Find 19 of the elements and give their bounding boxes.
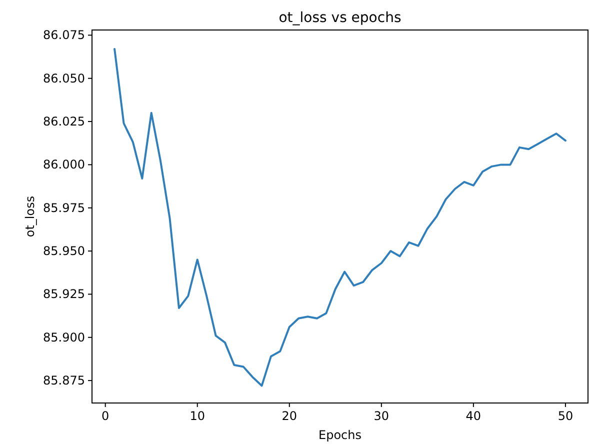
x-tick-label: 50 <box>558 409 574 423</box>
y-tick-label: 85.875 <box>43 374 85 388</box>
y-tick-label: 85.950 <box>43 244 85 258</box>
x-tick-label: 0 <box>102 409 110 423</box>
y-tick-label: 86.025 <box>43 114 85 129</box>
y-axis-title: ot_loss <box>23 196 37 238</box>
y-tick-label: 86.075 <box>43 28 85 42</box>
y-tick-label: 85.900 <box>43 330 85 344</box>
x-axis-title: Epochs <box>318 428 362 442</box>
chart-title: ot_loss vs epochs <box>278 10 402 26</box>
x-tick-label: 40 <box>466 409 482 423</box>
x-tick-label: 10 <box>190 409 206 423</box>
x-tick-label: 30 <box>374 409 390 423</box>
y-tick-label: 86.000 <box>43 158 85 172</box>
y-tick-label: 86.050 <box>43 71 85 86</box>
y-tick-label: 85.975 <box>43 200 85 215</box>
line-series <box>114 48 566 387</box>
x-tick-label: 20 <box>282 409 298 423</box>
y-tick-label: 85.925 <box>43 287 85 302</box>
